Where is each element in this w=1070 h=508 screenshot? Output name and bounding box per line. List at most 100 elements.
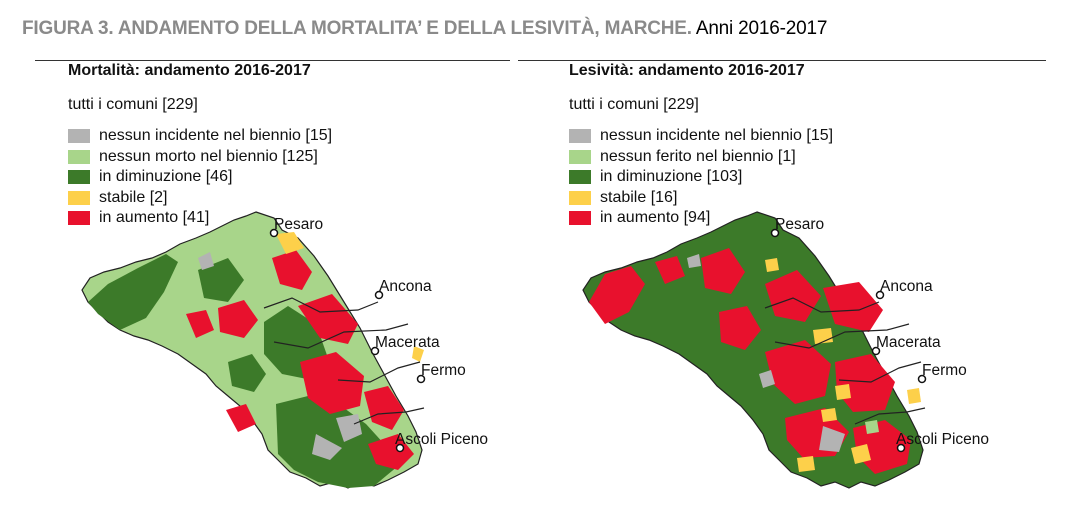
map-mortalita: Pesaro Ancona Macerata Fermo Ascoli Pice… (81, 211, 488, 489)
legend-swatch (68, 190, 90, 205)
city-ancona: Ancona (374, 278, 432, 300)
zone-red-4 (364, 386, 404, 430)
legend-item: in aumento [41] (68, 208, 332, 229)
zone-red-5 (765, 340, 831, 404)
zone-red-7 (186, 310, 214, 338)
province-border-3 (838, 361, 922, 383)
zone-red-8 (226, 404, 256, 432)
zone-dark-4 (198, 258, 244, 302)
city-ascoli-piceno: Ascoli Piceno (896, 431, 989, 453)
legend: nessun incidente nel biennio [15] nessun… (569, 126, 833, 229)
legend-label: stabile [16] (600, 188, 678, 206)
city-fermo: Fermo (416, 362, 466, 384)
legend-item: in aumento [94] (569, 208, 833, 229)
zone-red-1 (272, 250, 312, 290)
zone-yellow-6 (907, 388, 921, 404)
legend-swatch (68, 211, 90, 226)
city-ascoli-piceno: Ascoli Piceno (395, 431, 488, 453)
legend-swatch (569, 129, 591, 144)
zone-red-2 (701, 248, 745, 294)
zone-gray-2 (312, 434, 342, 460)
city-ancona: Ancona (875, 278, 933, 300)
zone-red-10 (655, 256, 685, 284)
zone-red-6 (218, 300, 258, 338)
city-label: Macerata (876, 334, 941, 351)
figure-label: FIGURA 3. ANDAMENTO DELLA MORTALITA’ E D… (22, 18, 692, 39)
city-macerata: Macerata (370, 334, 440, 356)
legend-swatch (569, 211, 591, 226)
panel-lesivita: Pesaro Ancona Macerata Fermo Ascoli Pice… (569, 62, 1059, 502)
city-label: Ancona (880, 278, 933, 295)
city-macerata: Macerata (871, 334, 941, 356)
province-border-1 (764, 297, 880, 313)
rule-right (518, 60, 1046, 61)
zone-yellow-5 (821, 408, 837, 422)
figure-title: FIGURA 3. ANDAMENTO DELLA MORTALITA’ E D… (22, 18, 827, 40)
zone-light-green-1 (865, 420, 879, 434)
city-label: Macerata (375, 334, 440, 351)
zone-dark-3 (276, 396, 398, 488)
city-fermo: Fermo (917, 362, 967, 384)
map-lesivita: Pesaro Ancona Macerata Fermo Ascoli Pice… (582, 211, 989, 489)
legend-item: in diminuzione [46] (68, 167, 332, 188)
zone-yellow-7 (797, 456, 815, 472)
panel-subtitle: tutti i comuni [229] (68, 96, 198, 113)
legend-item: in diminuzione [103] (569, 167, 833, 188)
legend-label: in aumento [94] (600, 209, 711, 227)
zone-red-3 (300, 352, 364, 414)
zone-dark-1 (88, 254, 178, 330)
zone-red-9 (719, 306, 761, 350)
zone-red-4 (823, 282, 883, 332)
panel-subtitle: tutti i comuni [229] (569, 96, 699, 113)
legend-swatch (569, 170, 591, 185)
legend-swatch (569, 149, 591, 164)
zone-red-5 (368, 434, 414, 470)
rule-left (35, 60, 510, 61)
legend-label: nessun morto nel biennio [125] (99, 147, 318, 165)
zone-red-2 (298, 294, 358, 344)
city-label: Ascoli Piceno (896, 431, 989, 448)
legend-label: nessun ferito nel biennio [1] (600, 147, 796, 165)
zone-gray-1 (336, 414, 362, 442)
legend-label: nessun incidente nel biennio [15] (99, 127, 333, 145)
zone-gray-1 (819, 426, 845, 452)
legend-label: in diminuzione [46] (99, 168, 233, 186)
zone-yellow-3 (835, 384, 851, 400)
panel-title: Mortalità: andamento 2016-2017 (68, 62, 311, 79)
city-label: Fermo (421, 362, 466, 379)
zone-dark-5 (228, 354, 266, 392)
legend-swatch (68, 170, 90, 185)
figure-years: Anni 2016-2017 (695, 18, 828, 39)
city-label: Pesaro (274, 216, 323, 233)
province-border-2 (774, 323, 910, 349)
legend-label: nessun incidente nel biennio [15] (600, 127, 834, 145)
legend-item: nessun incidente nel biennio [15] (68, 126, 332, 147)
city-pesaro: Pesaro (770, 216, 824, 238)
city-label: Ancona (379, 278, 432, 295)
legend-swatch (569, 190, 591, 205)
legend-item: stabile [16] (569, 188, 833, 209)
panel-title: Lesività: andamento 2016-2017 (569, 62, 805, 79)
legend-item: nessun ferito nel biennio [1] (569, 147, 833, 168)
province-border-3 (337, 361, 421, 383)
zone-yellow-2 (412, 346, 424, 362)
legend-label: in aumento [41] (99, 209, 210, 227)
panel-mortalita: Pesaro Ancona Macerata Fermo Ascoli Pice… (68, 62, 558, 502)
city-label: Fermo (922, 362, 967, 379)
zone-yellow-1 (765, 258, 779, 272)
zone-gray-2 (759, 370, 775, 388)
city-label: Ascoli Piceno (395, 431, 488, 448)
zone-red-1 (589, 266, 645, 324)
province-border-1 (263, 297, 379, 313)
zone-red-3 (765, 270, 821, 322)
legend-item: nessun incidente nel biennio [15] (569, 126, 833, 147)
legend-swatch (68, 149, 90, 164)
legend-swatch (68, 129, 90, 144)
legend-item: stabile [2] (68, 188, 332, 209)
province-border-4 (854, 407, 926, 425)
province-border-2 (273, 323, 409, 349)
zone-gray-3 (198, 252, 214, 270)
legend-item: nessun morto nel biennio [125] (68, 147, 332, 168)
city-label: Pesaro (775, 216, 824, 233)
zone-yellow-1 (276, 232, 304, 254)
